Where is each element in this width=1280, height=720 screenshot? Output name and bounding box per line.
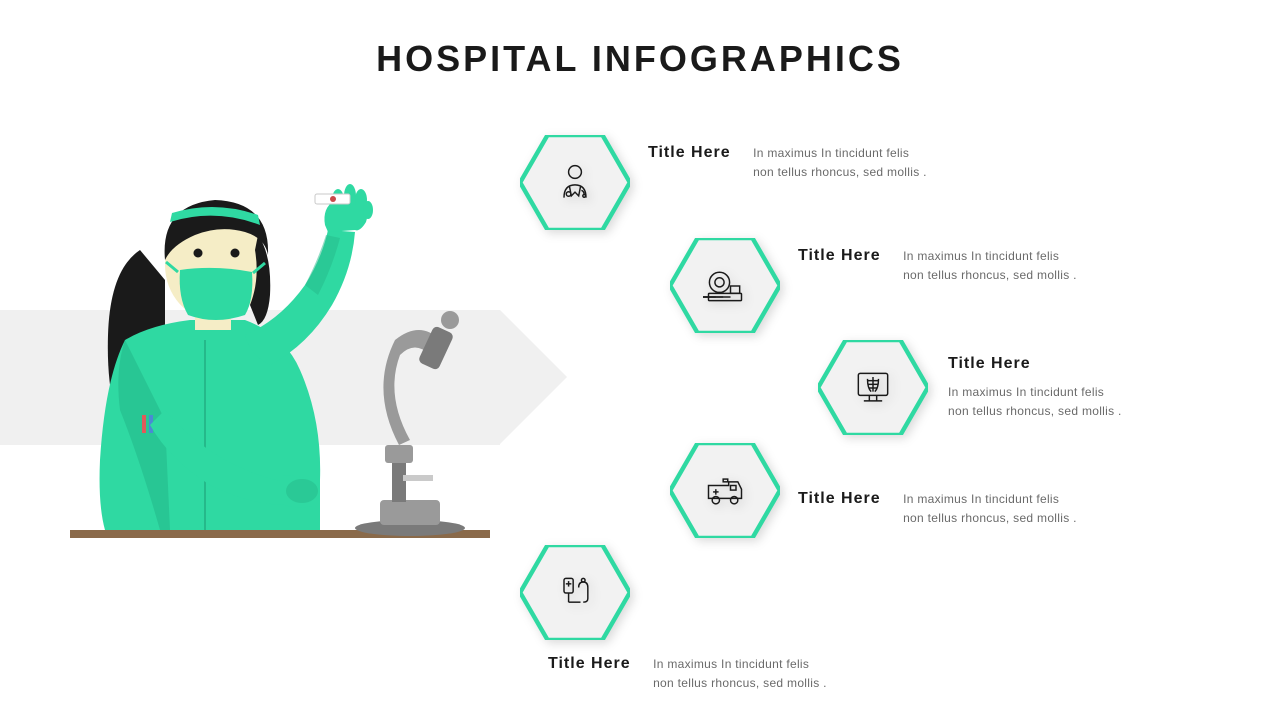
xray-monitor-icon [851, 366, 895, 410]
hex-text-2: Title Here In maximus In tincidunt felis… [798, 247, 1077, 285]
hex-text-3: Title Here In maximus In tincidunt felis… [948, 355, 1122, 421]
item-title: Title Here [948, 355, 1122, 373]
hexagon-shape [670, 238, 780, 333]
item-title: Title Here [648, 144, 731, 162]
hex-item-5 [520, 545, 630, 640]
ct-scanner-icon [703, 264, 747, 308]
hexagon-shape [818, 340, 928, 435]
scientist-illustration [70, 160, 490, 560]
item-title: Title Here [798, 247, 881, 265]
item-title: Title Here [548, 655, 631, 673]
scientist-figure [100, 184, 373, 530]
hex-item-4 [670, 443, 780, 538]
hex-item-3 [818, 340, 928, 435]
item-desc: In maximus In tincidunt felis non tellus… [948, 383, 1122, 421]
hex-item-1 [520, 135, 630, 230]
item-desc: In maximus In tincidunt felis non tellus… [903, 490, 1077, 528]
hex-text-4: Title Here In maximus In tincidunt felis… [798, 490, 1077, 528]
hexagon-shape [520, 135, 630, 230]
hex-text-5: Title Here In maximus In tincidunt felis… [548, 655, 827, 693]
ambulance-icon [703, 469, 747, 513]
doctor-icon [553, 161, 597, 205]
page-title: HOSPITAL INFOGRAPHICS [376, 38, 904, 80]
item-title: Title Here [798, 490, 881, 508]
item-desc: In maximus In tincidunt felis non tellus… [753, 144, 927, 182]
hexagon-shape [520, 545, 630, 640]
hex-item-2 [670, 238, 780, 333]
iv-drip-icon [553, 571, 597, 615]
item-desc: In maximus In tincidunt felis non tellus… [903, 247, 1077, 285]
hex-text-1: Title Here In maximus In tincidunt felis… [648, 144, 927, 182]
item-desc: In maximus In tincidunt felis non tellus… [653, 655, 827, 693]
microscope-icon [355, 311, 465, 536]
hexagon-shape [670, 443, 780, 538]
